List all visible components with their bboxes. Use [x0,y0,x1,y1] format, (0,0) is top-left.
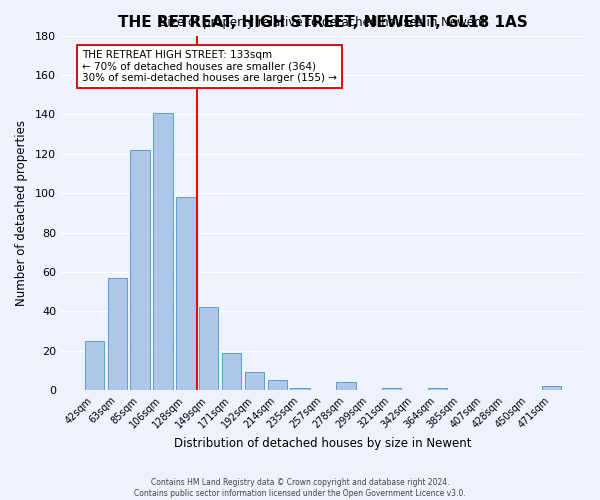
Bar [199,308,218,390]
Bar [176,197,196,390]
Text: Size of property relative to detached houses in Newent: Size of property relative to detached ho… [160,16,486,28]
X-axis label: Distribution of detached houses by size in Newent: Distribution of detached houses by size … [174,437,472,450]
Bar [290,388,310,390]
Bar [245,372,264,390]
Bar [85,341,104,390]
Bar [130,150,150,390]
Bar [222,353,241,390]
Bar [336,382,356,390]
Bar [542,386,561,390]
Bar [428,388,447,390]
Y-axis label: Number of detached properties: Number of detached properties [15,120,28,306]
Bar [154,112,173,390]
Title: THE RETREAT, HIGH STREET, NEWENT, GL18 1AS: THE RETREAT, HIGH STREET, NEWENT, GL18 1… [118,16,528,30]
Bar [268,380,287,390]
Text: Contains HM Land Registry data © Crown copyright and database right 2024.
Contai: Contains HM Land Registry data © Crown c… [134,478,466,498]
Bar [382,388,401,390]
Text: THE RETREAT HIGH STREET: 133sqm
← 70% of detached houses are smaller (364)
30% o: THE RETREAT HIGH STREET: 133sqm ← 70% of… [82,50,337,83]
Bar [107,278,127,390]
